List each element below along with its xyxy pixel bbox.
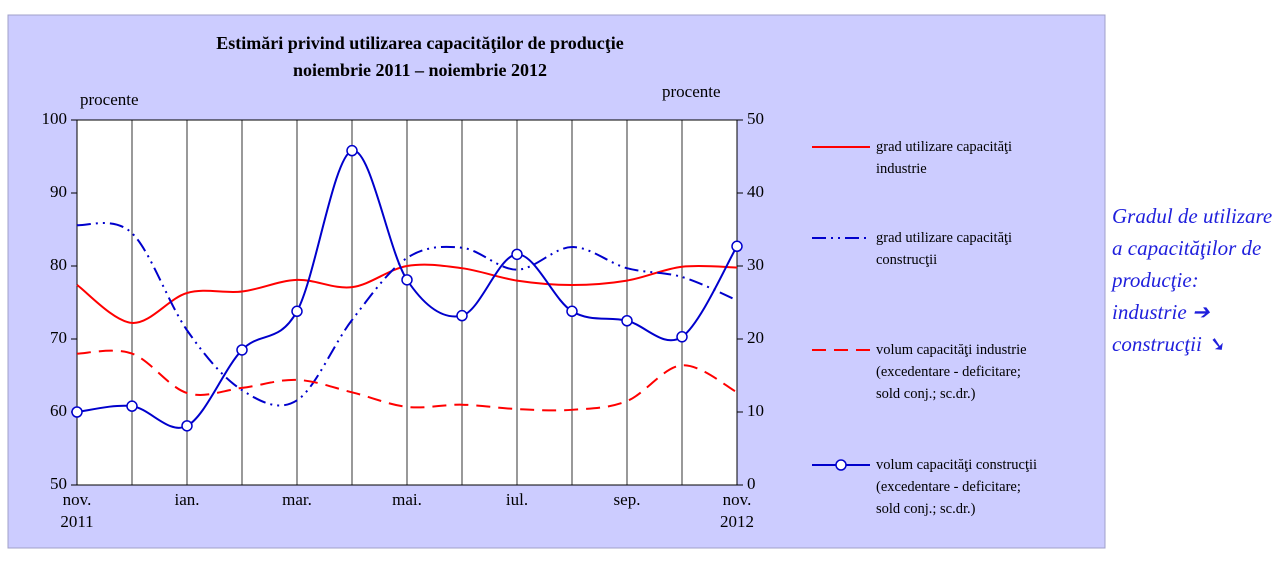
point [401,274,413,286]
series-line [76,222,738,407]
point [731,240,743,253]
x-tick-label: iul. [505,490,529,509]
y2-tick-label: 20 [747,328,764,347]
x-tick-label: ian. [174,490,200,509]
point [456,309,468,322]
y-tick-label: 90 [50,182,67,201]
legend-marker [835,459,847,471]
y2-tick-label: 30 [747,255,764,274]
point [621,315,633,327]
legend-label: grad utilizare capacităţi construcţii [876,230,1013,268]
point [676,331,688,343]
point [71,406,83,418]
point [511,248,523,261]
point [291,305,303,318]
y-tick-label: 60 [50,401,67,420]
point [236,344,248,356]
legend-label: volum capacităţi industrie (excedentare … [876,342,1027,402]
chart-title: Estimări privind utilizarea capacităţilo… [216,33,624,53]
point [181,420,193,432]
y2-tick-label: 10 [747,401,764,420]
y-axis-label: procente [80,90,139,109]
point [346,144,358,157]
plot-frame [76,119,738,486]
y2-axis-label: procente [662,82,721,101]
series-line [76,349,738,412]
note-item: construcţii ➘ [1112,332,1225,356]
chart-subtitle: noiembrie 2011 – noiembrie 2012 [293,60,547,80]
point [566,305,578,318]
y-tick-label: 70 [50,328,67,347]
y-tick-label: 50 [50,474,67,493]
side-note: Gradul de utilizare a capacităţilor de p… [1112,200,1277,360]
legend-label: grad utilizare capacităţi industrie [876,139,1013,177]
x-tick-label: sep. [613,490,641,509]
series-line [76,263,738,324]
legend-label: volum capacităţi construcţii (excedentar… [876,457,1038,517]
point [126,400,138,412]
x-tick-label: mar. [282,490,312,509]
y2-tick-label: 0 [747,474,756,493]
x-tick-label: mai. [392,490,422,509]
note-text: Gradul de utilizare a capacităţilor de p… [1112,204,1273,292]
y-tick-label: 100 [42,109,68,128]
x-tick-label: nov. 2012 [720,490,754,531]
note-item: industrie ➔ [1112,300,1210,324]
y2-tick-label: 40 [747,182,764,201]
y2-tick-label: 50 [747,109,764,128]
x-tick-label: nov. 2011 [60,490,94,531]
y-tick-label: 80 [50,255,67,274]
